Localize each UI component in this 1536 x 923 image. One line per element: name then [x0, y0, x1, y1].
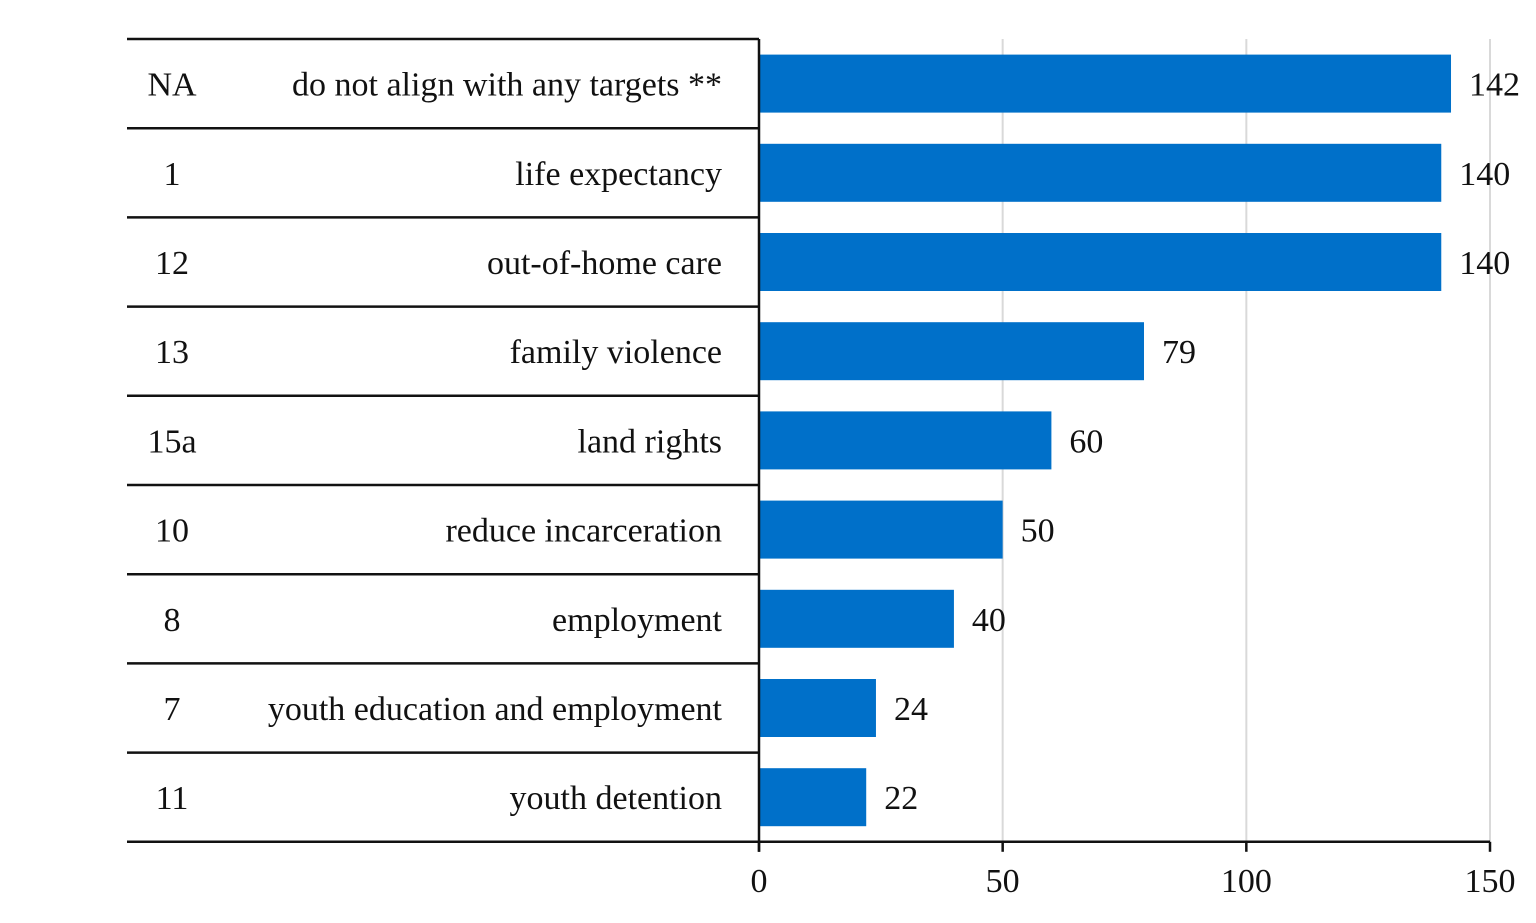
- bar: [759, 143, 1442, 202]
- data-label: 140: [1459, 245, 1510, 282]
- bar: [759, 500, 1003, 559]
- category-label: family violence: [510, 334, 722, 371]
- x-tick-label: 100: [1221, 863, 1272, 900]
- category-code: 13: [155, 334, 189, 371]
- category-code: 15a: [147, 423, 196, 460]
- data-label: 79: [1162, 334, 1196, 371]
- bar: [759, 679, 876, 737]
- category-labels: do not align with any targets ** life exp…: [268, 67, 723, 818]
- data-label: 140: [1459, 156, 1510, 193]
- category-code: 11: [156, 780, 189, 817]
- bar: [759, 322, 1144, 381]
- data-label: 50: [1021, 513, 1055, 550]
- x-tick-label: 50: [986, 863, 1020, 900]
- x-axis: 0 50 100 150: [751, 39, 1516, 900]
- data-label: 60: [1069, 423, 1103, 460]
- category-code: 7: [164, 691, 181, 728]
- category-code: 12: [155, 245, 189, 282]
- category-code: 1: [164, 156, 181, 193]
- category-label: youth education and employment: [268, 691, 723, 728]
- x-tick-label: 0: [751, 863, 768, 900]
- bar: [759, 589, 954, 648]
- data-labels: 142 140 140 79 60 50 40 24 22: [884, 67, 1520, 818]
- bar: [759, 768, 867, 827]
- category-label: land rights: [578, 423, 722, 460]
- category-codes: NA 1 12 13 15a 10 8 7 11: [147, 67, 197, 818]
- bars: [759, 54, 1452, 827]
- bar: [759, 233, 1442, 291]
- category-table: [127, 37, 1490, 844]
- category-label: employment: [552, 602, 723, 639]
- category-code: 8: [164, 602, 181, 639]
- category-label: life expectancy: [515, 156, 722, 193]
- category-label: out-of-home care: [487, 245, 722, 282]
- category-code: NA: [147, 67, 197, 104]
- bar: [759, 411, 1052, 470]
- data-label: 22: [884, 780, 918, 817]
- x-tick-label: 150: [1465, 863, 1516, 900]
- category-code: 10: [155, 513, 189, 550]
- data-label: 142: [1469, 67, 1520, 104]
- data-label: 40: [972, 602, 1006, 639]
- bar: [759, 54, 1452, 113]
- category-label: youth detention: [510, 780, 722, 817]
- data-label: 24: [894, 691, 928, 728]
- category-label: reduce incarceration: [445, 513, 722, 550]
- category-label: do not align with any targets **: [292, 67, 722, 104]
